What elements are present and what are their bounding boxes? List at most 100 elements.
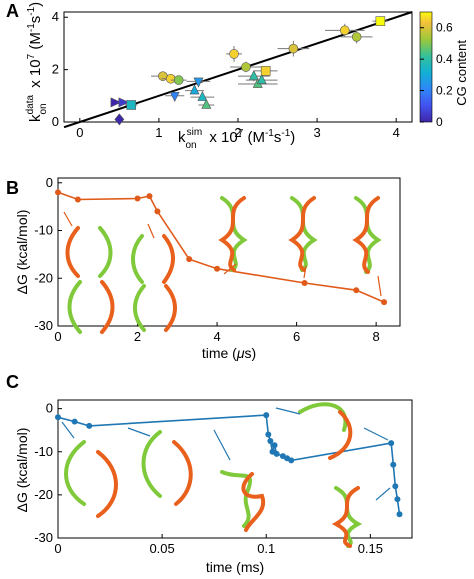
data-point [375,16,386,26]
y-tick-label-c: -20 [34,487,53,502]
series-point [267,437,274,444]
y-axis-label-b: ΔG (kcal/mol) [14,210,30,295]
data-point [256,73,267,84]
data-point [193,77,204,88]
series-point [381,299,388,306]
colorbar [419,11,433,123]
series-point [390,461,397,468]
series-point [134,195,141,202]
x-tick-label-b: 6 [293,329,300,344]
data-point [114,113,125,126]
dna-snapshot-b2 [131,234,177,332]
x-tick-label-a: 0 [76,125,83,140]
series-point [263,412,270,419]
dna-snapshot-b1 [65,226,115,334]
series-point [74,196,81,203]
colorbar-tick-label: 0 [436,115,443,129]
y-tick-label-b: -20 [34,270,53,285]
dna-snapshot-b5 [352,196,382,274]
series-point [392,483,399,490]
series-point [55,414,61,421]
dna-snapshot-c5 [331,486,363,548]
dna-snapshot-c4 [298,402,353,460]
tick-group-a: 0 1 2 3 4 0 2 4 [52,9,400,140]
data-point [288,43,299,54]
data-point [173,75,184,85]
x-axis-label-a: konsim x 107 (M-1s-1) [178,127,295,151]
series-point [288,457,295,464]
axes-frame-b [57,177,401,327]
axes-frame-c [57,399,413,539]
colorbar-ticks: 0 0.2 0.4 0.6 [420,21,453,129]
scatter-points [110,16,389,126]
x-tick-label-c: 0.05 [149,541,174,556]
x-tick-label-b: 0 [54,329,61,344]
y-tick-label-b: 0 [46,175,53,190]
energy-trajectory-c [55,412,403,518]
series-point [265,431,272,438]
y-tick-label-c: -30 [34,530,53,545]
y-tick-label-a: 4 [52,9,59,24]
dna-snapshot-c2 [141,430,193,506]
series-point [271,442,278,449]
data-point [110,97,122,108]
x-tick-label-b: 2 [134,329,141,344]
x-tick-label-b: 4 [213,329,220,344]
y-tick-label-a: 0 [52,114,59,129]
colorbar-tick-label: 0.4 [436,52,453,66]
data-point [126,100,137,110]
data-point [339,25,350,36]
tick-group-c: 0 0.05 0.1 0.15 0 -10 -20 -30 [34,401,383,556]
series-point [71,418,78,425]
y-axis-label-c: ΔG (kcal/mol) [14,428,30,513]
x-tick-label-c: 0 [54,541,61,556]
series-point [214,265,221,272]
series-point [301,280,308,287]
panel-label-c: C [6,372,19,392]
series-point [353,287,360,294]
series-point [55,189,61,196]
y-tick-label-c: -10 [34,444,53,459]
data-point [201,98,212,109]
dna-snapshot-c3 [220,470,266,532]
y-tick-label-b: -30 [34,318,53,333]
data-point [165,73,176,84]
x-axis-label-b: time (μs) [202,345,256,361]
series-line [57,191,385,303]
series-point [388,440,395,447]
dna-snapshot-b3 [218,196,248,272]
series-point [394,496,401,503]
y-tick-label-a: 2 [52,62,59,77]
x-tick-label-a: 3 [313,125,320,140]
series-point [396,511,403,518]
colorbar-tick-label: 0.6 [436,21,453,35]
x-tick-label-c: 0.1 [257,541,275,556]
series-point [186,256,193,263]
fit-line [63,11,413,129]
series-point [86,422,93,429]
colorbar-tick-label: 0.2 [436,84,453,98]
series-point [146,193,153,200]
data-point [118,97,130,108]
data-point [248,69,259,80]
series-point [154,208,161,215]
data-point [197,90,208,101]
data-point [351,32,362,42]
panel-label-a: A [6,1,19,21]
y-axis-label-a: kondata x 107 (M-1s-1) [25,2,49,122]
x-tick-label-a: 2 [234,125,241,140]
snapshot-arrows-c [61,407,391,501]
data-point [169,92,180,102]
colorbar-label: CG content [454,40,469,106]
data-point [260,66,271,76]
dna-snapshot-c1 [64,440,118,518]
data-point [241,62,251,72]
data-point [189,84,200,95]
x-tick-label-a: 1 [155,125,162,140]
tick-group-b: 0 2 4 6 8 0 -10 -20 -30 [34,175,380,344]
y-tick-label-c: 0 [46,401,53,416]
x-tick-label-b: 8 [373,329,380,344]
panel-label-b: B [6,178,19,198]
energy-trajectory-b [55,189,388,306]
